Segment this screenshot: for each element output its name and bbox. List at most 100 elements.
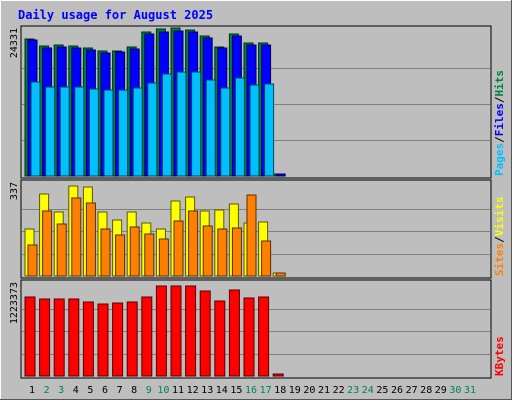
panel-visits-sites: 337 Sites/Visits — [9, 179, 506, 279]
x-label-day-31: 31 — [464, 385, 476, 396]
x-label-day-13: 13 — [201, 385, 213, 396]
bar-pages-day-1 — [30, 81, 41, 177]
x-label-day-23: 23 — [347, 385, 359, 396]
bar-sites-day-16 — [246, 194, 257, 277]
legend-kbytes: KBytes — [493, 336, 506, 376]
x-label-day-19: 19 — [289, 385, 301, 396]
bar-sites-day-3 — [56, 223, 67, 277]
x-label-day-30: 30 — [449, 385, 461, 396]
legend-entry-visits: Visits — [493, 197, 506, 237]
bar-kbytes-day-14 — [214, 300, 226, 377]
bar-kbytes-day-9 — [141, 296, 153, 377]
bar-sites-day-6 — [100, 228, 111, 277]
bar-sites-day-15 — [231, 227, 242, 277]
x-label-day-16: 16 — [245, 385, 257, 396]
bar-kbytes-day-3 — [53, 298, 65, 377]
bar-sites-day-11 — [173, 220, 184, 277]
bar-pages-day-3 — [59, 86, 70, 177]
bar-kbytes-day-16 — [243, 297, 255, 377]
panel-kbytes: 1223373 KBytes — [9, 279, 506, 379]
legend-separator: / — [493, 136, 506, 143]
x-label-day-14: 14 — [216, 385, 228, 396]
x-label-day-18: 18 — [274, 385, 286, 396]
bar-pages-day-2 — [45, 86, 56, 177]
bar-kbytes-day-15 — [228, 289, 240, 377]
bar-sites-day-8 — [129, 226, 140, 277]
y-max-label: 1223373 — [9, 282, 20, 324]
bar-sites-day-17 — [261, 240, 272, 277]
bar-pages-day-15 — [234, 77, 245, 177]
bar-sites-day-5 — [85, 202, 96, 277]
legend-text: Pages/Files/Hits — [493, 70, 506, 176]
bar-pages-day-5 — [88, 88, 99, 177]
bar-kbytes-day-8 — [126, 301, 138, 377]
bar-pages-day-9 — [147, 82, 158, 177]
bar-sites-day-12 — [188, 210, 199, 277]
x-label-day-24: 24 — [362, 385, 374, 396]
bar-pages-day-10 — [161, 73, 172, 177]
legend-entry-pages: Pages — [493, 143, 506, 176]
x-label-day-8: 8 — [131, 385, 137, 396]
bar-pages-day-16 — [249, 84, 260, 177]
bar-sites-day-1 — [27, 244, 38, 277]
x-label-day-17: 17 — [260, 385, 272, 396]
bar-sites-day-9 — [144, 233, 155, 277]
x-label-day-4: 4 — [73, 385, 79, 396]
bar-pages-day-4 — [74, 86, 85, 177]
x-label-day-26: 26 — [391, 385, 403, 396]
x-label-day-25: 25 — [376, 385, 388, 396]
bar-pages-day-13 — [205, 79, 216, 177]
x-axis-labels: 1 2 3 4 5 6 7 8 9 10 11 12 13 14 15 16 17 18 19 20 21 22 23 24 2… — [29, 385, 476, 396]
x-label-day-29: 29 — [435, 385, 447, 396]
bar-sites-day-18 — [275, 272, 286, 277]
bar-sites-day-7 — [115, 234, 126, 277]
x-label-day-1: 1 — [29, 385, 35, 396]
bar-sites-day-10 — [158, 238, 169, 277]
x-label-day-6: 6 — [102, 385, 108, 396]
chart-title: Daily usage for August 2025 — [18, 8, 213, 22]
x-label-day-2: 2 — [44, 385, 50, 396]
bar-sites-day-13 — [202, 225, 213, 277]
bar-kbytes-day-5 — [82, 301, 94, 377]
legend-text: KBytes — [493, 336, 506, 376]
bar-kbytes-day-6 — [97, 303, 109, 377]
legend-entry-sites: Sites — [493, 243, 506, 276]
x-label-day-7: 7 — [117, 385, 123, 396]
x-label-day-28: 28 — [420, 385, 432, 396]
x-label-day-22: 22 — [333, 385, 345, 396]
bar-kbytes-day-10 — [155, 285, 167, 377]
x-label-day-20: 20 — [303, 385, 315, 396]
legend-entry-hits: Hits — [493, 70, 506, 97]
x-label-day-12: 12 — [187, 385, 199, 396]
legend-separator: / — [493, 96, 506, 103]
bar-pages-day-12 — [191, 71, 202, 177]
bar-kbytes-day-7 — [112, 302, 124, 377]
bar-pages-day-7 — [118, 89, 129, 177]
legend-separator: / — [493, 236, 506, 243]
y-max-label: 337 — [9, 182, 20, 200]
legend-entry-files: Files — [493, 103, 506, 136]
x-label-day-10: 10 — [157, 385, 169, 396]
legend-visits-sites: Sites/Visits — [493, 197, 506, 277]
bar-kbytes-day-13 — [199, 290, 211, 377]
x-label-day-9: 9 — [146, 385, 152, 396]
bar-pages-day-11 — [176, 71, 187, 177]
x-label-day-5: 5 — [87, 385, 93, 396]
bar-kbytes-day-2 — [39, 298, 51, 377]
bar-kbytes-day-12 — [185, 285, 197, 377]
bar-pages-day-6 — [103, 89, 114, 177]
legend-text: Sites/Visits — [493, 197, 506, 277]
bar-pages-day-14 — [220, 87, 231, 177]
bar-kbytes-day-11 — [170, 285, 182, 377]
bar-files-day-18 — [275, 173, 286, 177]
bar-kbytes-day-1 — [24, 296, 36, 377]
bar-sites-day-4 — [71, 197, 82, 277]
bar-kbytes-day-17 — [258, 296, 270, 377]
bar-sites-day-14 — [217, 228, 228, 277]
bar-sites-day-2 — [42, 210, 53, 277]
x-label-day-15: 15 — [230, 385, 242, 396]
x-label-day-27: 27 — [406, 385, 418, 396]
bar-pages-day-8 — [132, 87, 143, 177]
